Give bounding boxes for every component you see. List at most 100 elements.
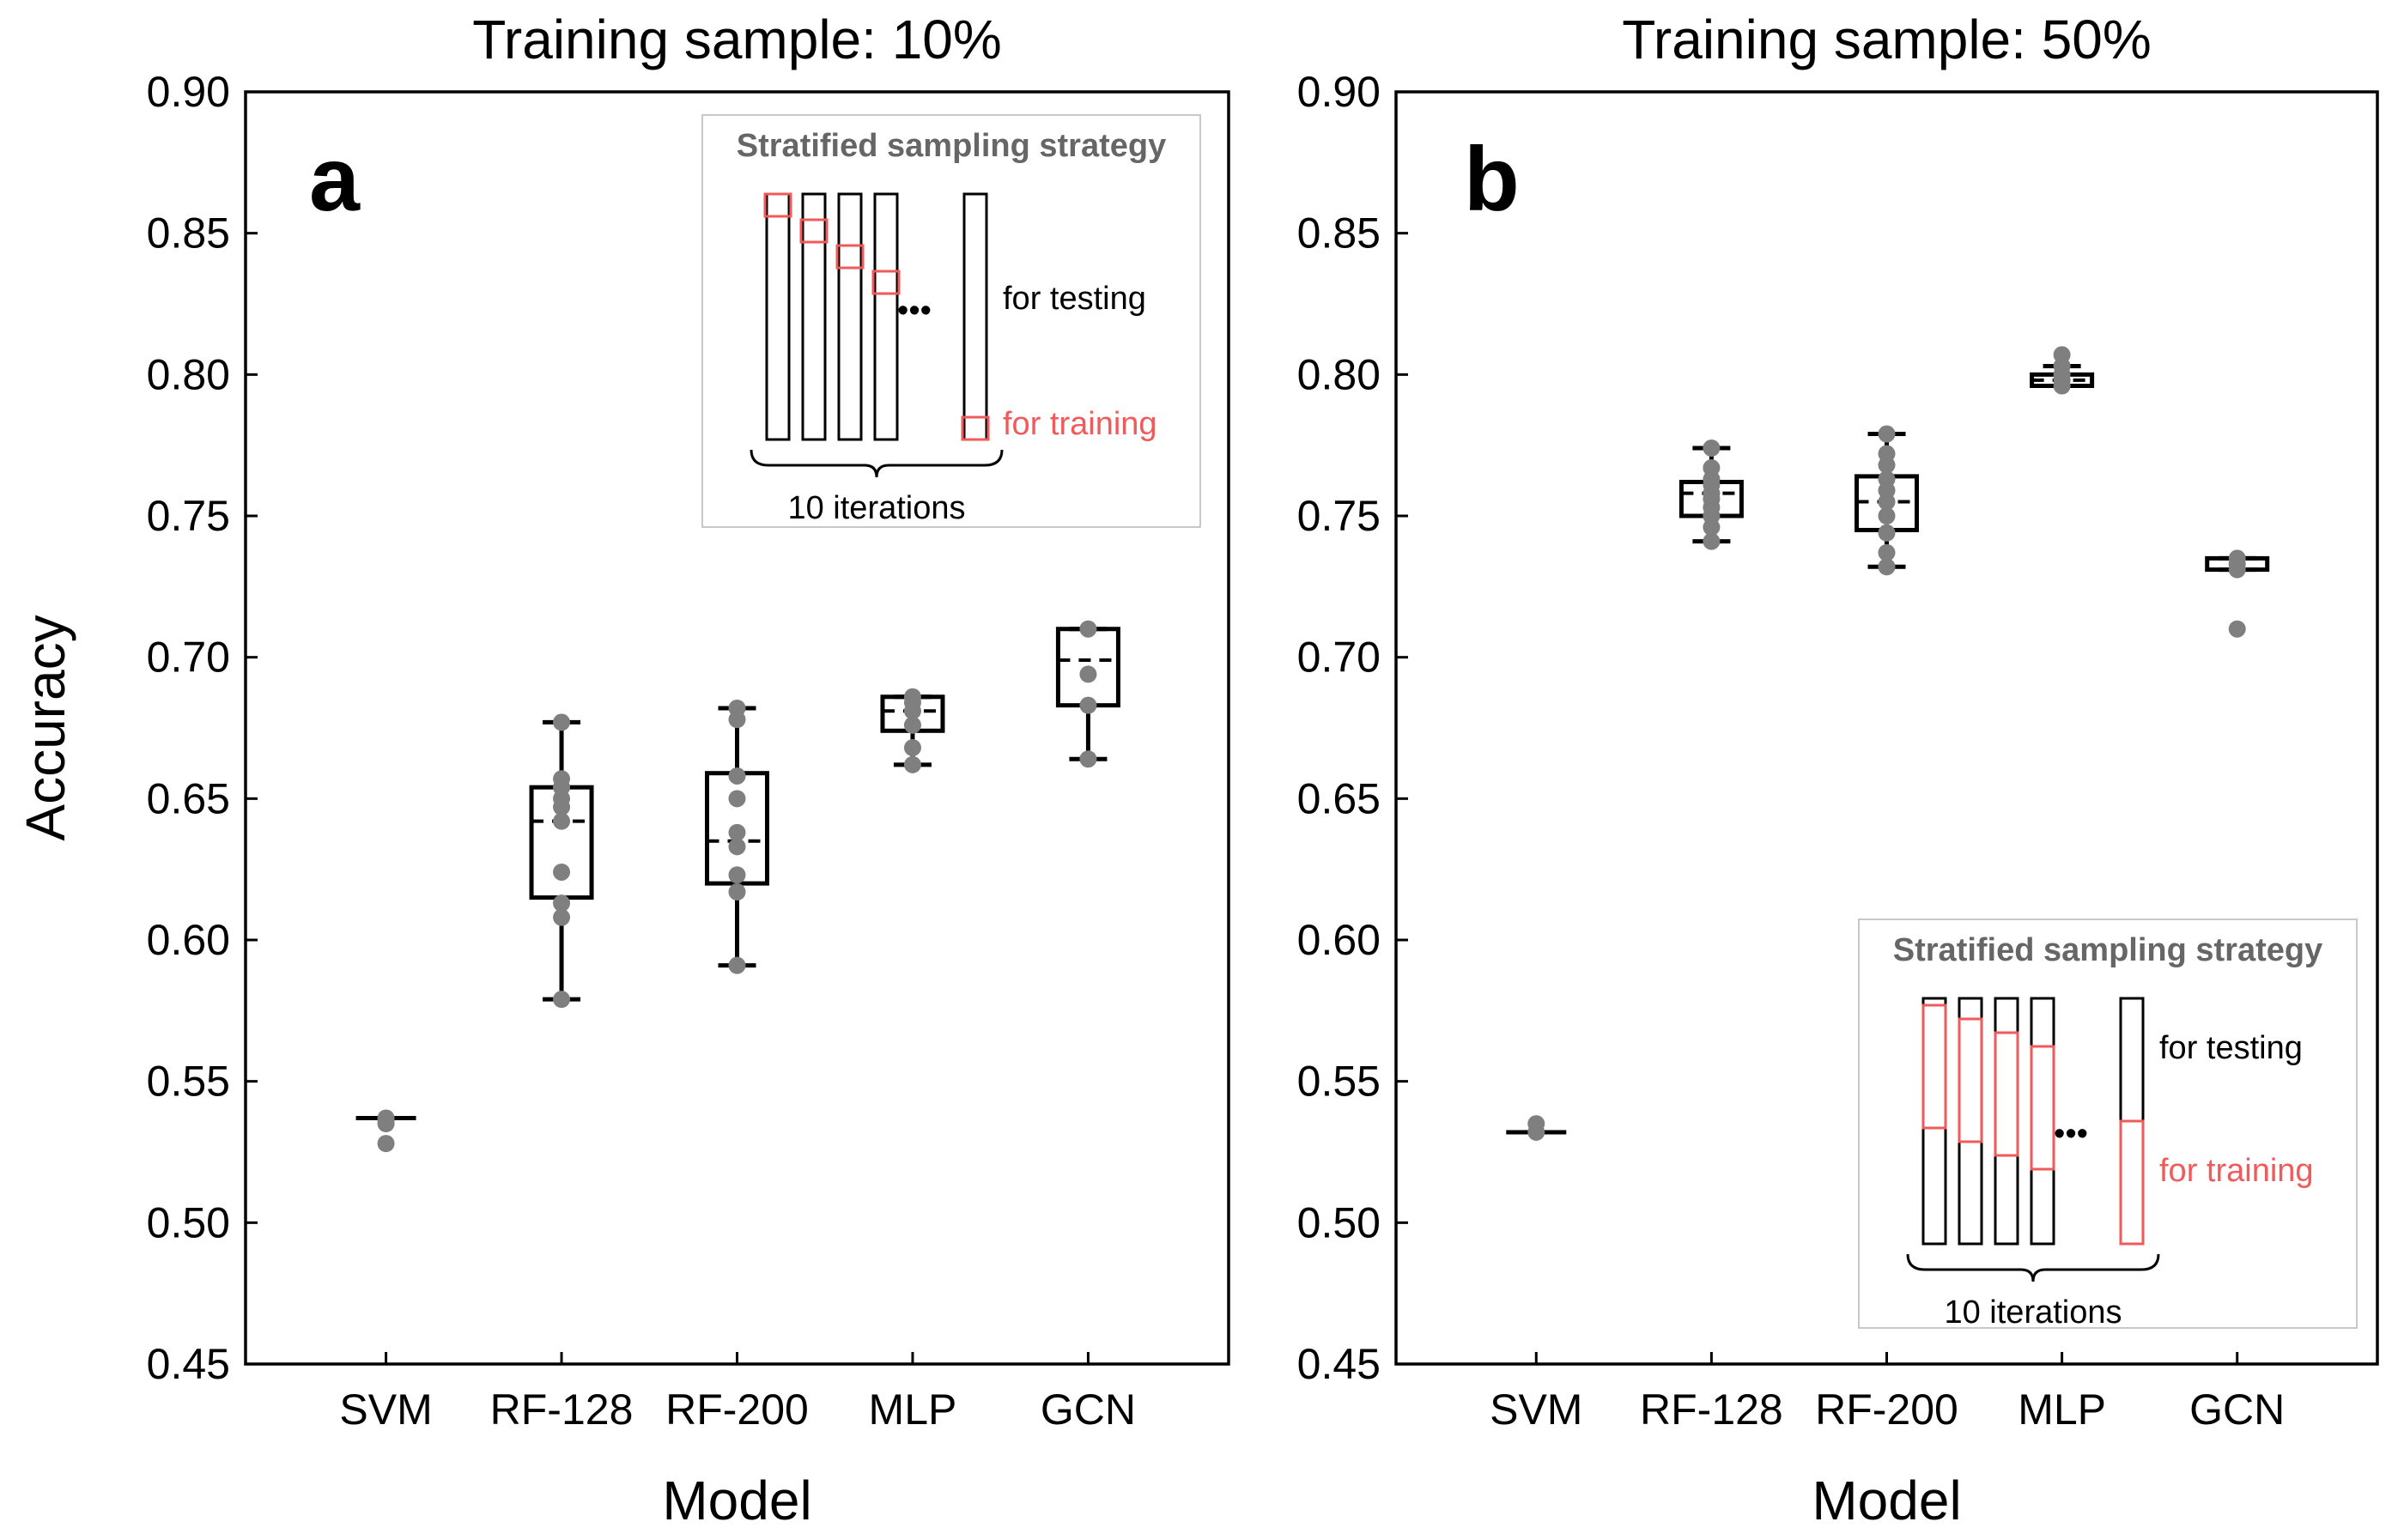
- y-tick-label: 0.90: [1297, 68, 1381, 116]
- y-tick-label: 0.65: [1297, 774, 1381, 822]
- data-point: [377, 1135, 395, 1153]
- iterations-label: 10 iterations: [787, 490, 965, 526]
- iterations-brace: [1906, 1253, 2160, 1282]
- y-tick-label: 0.75: [147, 492, 230, 540]
- x-tick-label: GCN: [1041, 1385, 1136, 1434]
- chart-title: Training sample: 10%: [472, 9, 1002, 70]
- y-tick-label: 0.50: [1297, 1198, 1381, 1246]
- training-fold: [1994, 1031, 2019, 1157]
- panel-letter: b: [1464, 129, 1520, 230]
- data-point: [1079, 750, 1097, 768]
- iterations-brace: [750, 449, 1004, 478]
- inset-frame: [701, 114, 1201, 528]
- data-point: [553, 894, 571, 912]
- data-point: [2228, 549, 2246, 567]
- data-point: [553, 863, 571, 881]
- y-tick-label: 0.65: [147, 774, 230, 822]
- y-tick-label: 0.60: [1297, 916, 1381, 964]
- data-point: [1878, 543, 1896, 561]
- data-point: [903, 716, 921, 734]
- iteration-bar: [801, 192, 827, 441]
- data-point: [553, 713, 571, 731]
- y-tick-label: 0.70: [1297, 634, 1381, 682]
- training-fold: [763, 192, 792, 218]
- training-fold: [799, 218, 829, 244]
- data-point: [553, 770, 571, 788]
- y-axis-title: Accuracy: [15, 615, 76, 840]
- training-fold: [2030, 1045, 2055, 1171]
- box-group-rf-200: [705, 699, 769, 974]
- x-tick-label: RF-200: [1815, 1385, 1958, 1434]
- panel-letter: a: [309, 129, 361, 230]
- data-point: [1703, 459, 1721, 477]
- y-tick-label: 0.50: [147, 1198, 230, 1246]
- y-tick-label: 0.75: [1297, 492, 1381, 540]
- data-point: [903, 755, 921, 773]
- box-group-svm: [1506, 1115, 1567, 1141]
- data-point: [1079, 665, 1097, 683]
- x-tick-label: RF-200: [665, 1385, 809, 1434]
- panel-a: 0.45 0.50 0.55 0.60 0.65 0.70 0.75 0.80 0.85 0.90…: [15, 9, 1230, 1531]
- training-fold: [835, 244, 865, 270]
- x-axis-title: Model: [1812, 1470, 1961, 1531]
- ellipsis: •••: [897, 293, 932, 329]
- inset-title: Stratified sampling strategy: [1893, 932, 2322, 968]
- data-point: [728, 883, 746, 901]
- iteration-bar: [873, 192, 899, 441]
- ellipsis: •••: [2054, 1116, 2088, 1152]
- box-group-rf-128: [529, 713, 594, 1009]
- iteration-bar: [837, 192, 863, 441]
- data-point: [903, 739, 921, 757]
- x-tick-label: SVM: [339, 1385, 432, 1434]
- data-point: [1079, 696, 1097, 714]
- y-tick-label: 0.90: [147, 68, 230, 116]
- data-point: [728, 790, 746, 808]
- data-point: [1703, 439, 1721, 457]
- x-tick-label: GCN: [2189, 1385, 2285, 1434]
- data-point: [728, 838, 746, 856]
- training-fold: [1958, 1017, 1983, 1143]
- data-point: [1079, 620, 1097, 638]
- data-point: [903, 688, 921, 706]
- y-tick-label: 0.55: [147, 1058, 230, 1106]
- training-label: for training: [1003, 406, 1157, 442]
- inset-frame: [1858, 919, 2358, 1329]
- training-fold-last: [2119, 1119, 2145, 1246]
- data-point: [553, 991, 571, 1009]
- data-point: [1878, 470, 1896, 488]
- data-point: [2228, 620, 2246, 638]
- training-label: for training: [2159, 1153, 2314, 1189]
- y-tick-label: 0.70: [147, 634, 230, 682]
- data-point: [1878, 558, 1896, 576]
- box-group-mlp: [880, 688, 945, 773]
- testing-label: for testing: [1003, 281, 1146, 317]
- panel-b: 0.45 0.50 0.55 0.60 0.65 0.70 0.75 0.80 0.85 0.90…: [1297, 9, 2379, 1531]
- box-group-mlp: [2030, 346, 2095, 395]
- data-point: [553, 908, 571, 926]
- chart-title: Training sample: 50%: [1622, 9, 2152, 70]
- box-group-gcn: [1055, 620, 1120, 768]
- y-tick-label: 0.45: [147, 1340, 230, 1388]
- data-point: [377, 1112, 395, 1130]
- box-group-svm: [355, 1109, 416, 1153]
- x-tick-label: MLP: [2018, 1385, 2106, 1434]
- training-fold-last: [961, 415, 990, 441]
- box-group-rf-200: [1855, 425, 1919, 576]
- data-point: [1878, 445, 1896, 463]
- data-point: [1878, 507, 1896, 524]
- x-tick-label: MLP: [869, 1385, 957, 1434]
- training-fold: [871, 270, 901, 295]
- data-point: [1527, 1115, 1545, 1133]
- y-tick-label: 0.85: [1297, 209, 1381, 258]
- testing-label: for testing: [2159, 1030, 2303, 1066]
- data-point: [728, 866, 746, 884]
- y-tick-label: 0.85: [147, 209, 230, 258]
- x-tick-label: RF-128: [1640, 1385, 1783, 1434]
- data-point: [728, 956, 746, 974]
- data-point: [728, 823, 746, 841]
- box-group-gcn: [2205, 549, 2270, 638]
- data-point: [1703, 532, 1721, 550]
- x-axis-title: Model: [662, 1470, 811, 1531]
- data-point: [1878, 425, 1896, 443]
